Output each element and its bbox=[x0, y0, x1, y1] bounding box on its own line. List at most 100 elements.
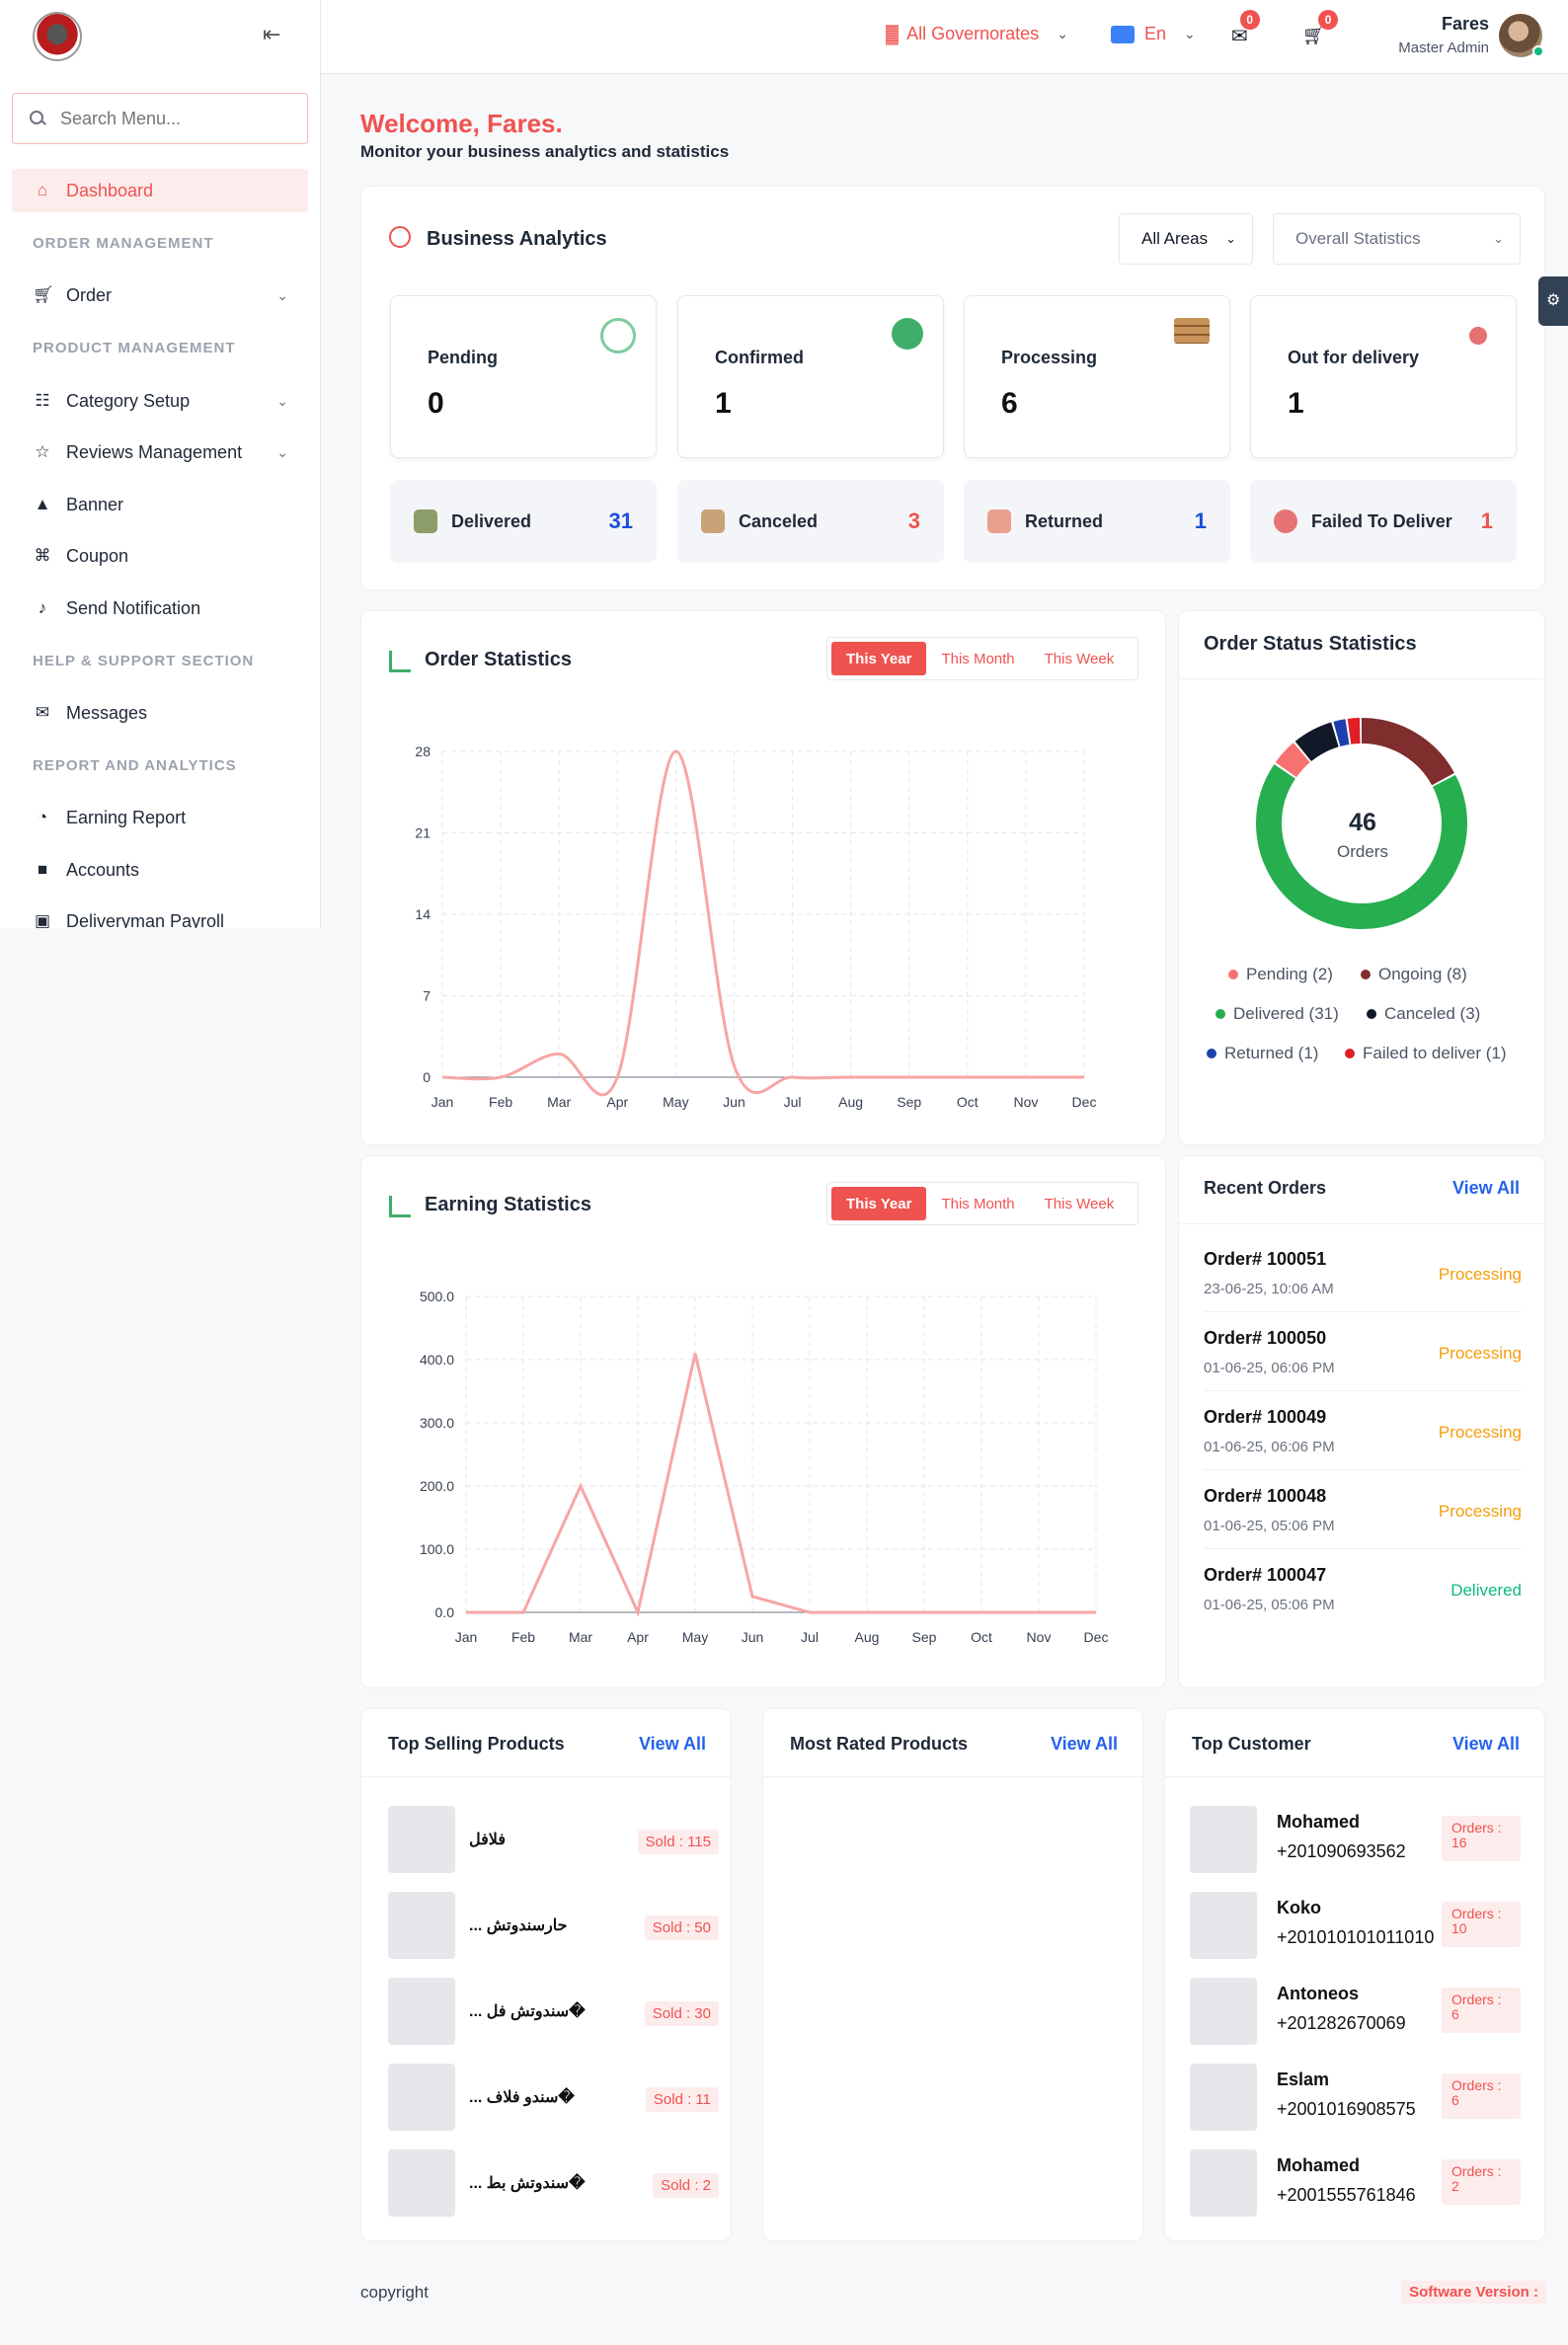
settings-toggle[interactable]: ⚙ bbox=[1538, 276, 1568, 326]
list-item[interactable]: حارسندوتش ... Sold : 50 bbox=[388, 1892, 719, 1959]
stat-processing[interactable]: Processing 6 bbox=[964, 295, 1230, 458]
most-rated-title: Most Rated Products bbox=[790, 1734, 969, 1754]
sidebar-item-send-notification[interactable]: ♪ Send Notification bbox=[12, 586, 308, 630]
y-tick-label: 21 bbox=[415, 825, 431, 841]
language-selector[interactable]: En ⌄ bbox=[1111, 24, 1196, 44]
stat-value: 1 bbox=[1288, 387, 1304, 420]
top-customer-view-all[interactable]: View All bbox=[1451, 1734, 1520, 1754]
image-icon: ▲ bbox=[34, 495, 51, 513]
user-avatar-icon bbox=[1190, 2150, 1257, 2217]
list-item[interactable]: Eslam +2001016908575 Orders : 6 bbox=[1190, 2064, 1521, 2131]
tab-this-week[interactable]: This Week bbox=[1044, 1195, 1115, 1212]
orders-badge: Orders : 6 bbox=[1442, 2073, 1521, 2119]
check-circle-icon bbox=[892, 318, 923, 350]
tab-this-year[interactable]: This Year bbox=[831, 642, 927, 675]
sidebar-item-banner[interactable]: ▲ Banner bbox=[12, 483, 308, 526]
tab-this-year[interactable]: This Year bbox=[831, 1187, 927, 1220]
list-item[interactable]: �سندوتش فل ... Sold : 30 bbox=[388, 1978, 719, 2045]
collapse-sidebar-icon[interactable]: ⇤ bbox=[263, 22, 281, 46]
sidebar-item-coupon[interactable]: ⌘ Coupon bbox=[12, 534, 308, 578]
stat-pending[interactable]: Pending 0 bbox=[390, 295, 657, 458]
customer-phone: +201282670069 bbox=[1277, 2013, 1406, 2033]
order-status: Delivered bbox=[1450, 1581, 1522, 1600]
recent-orders-card: Recent Orders View All Order# 100051 23-0… bbox=[1178, 1155, 1545, 1688]
x-tick-label: Sep bbox=[912, 1629, 937, 1645]
tab-this-month[interactable]: This Month bbox=[941, 650, 1015, 667]
x-tick-label: Feb bbox=[489, 1094, 512, 1110]
sidebar-item-accounts[interactable]: ■ Accounts bbox=[12, 848, 308, 892]
sidebar-item-label: Reviews Management bbox=[66, 441, 243, 462]
tab-this-month[interactable]: This Month bbox=[941, 1195, 1015, 1212]
search-input[interactable] bbox=[60, 108, 287, 129]
legend-ongoing: Ongoing (8) bbox=[1361, 965, 1467, 984]
translate-icon bbox=[1111, 25, 1135, 43]
statistics-select[interactable]: Overall Statistics ⌄ bbox=[1273, 213, 1521, 265]
list-item[interactable]: Mohamed +2001555761846 Orders : 2 bbox=[1190, 2150, 1521, 2217]
donut-total-label: Orders bbox=[1337, 842, 1388, 861]
mini-value: 1 bbox=[1480, 508, 1493, 533]
messages-button[interactable]: ✉ 0 bbox=[1231, 10, 1260, 48]
table-row[interactable]: Order# 100049 01-06-25, 06:06 PM Processin… bbox=[1204, 1401, 1522, 1470]
recent-orders-view-all[interactable]: View All bbox=[1451, 1178, 1520, 1198]
product-name: فلافل bbox=[469, 1832, 506, 1848]
software-version: Software Version : bbox=[1401, 2281, 1546, 2304]
table-row[interactable]: Order# 100050 01-06-25, 06:06 PM Processin… bbox=[1204, 1322, 1522, 1391]
table-row[interactable]: Order# 100048 01-06-25, 05:06 PM Processin… bbox=[1204, 1480, 1522, 1549]
legend-returned: Returned (1) bbox=[1207, 1044, 1318, 1063]
mini-returned[interactable]: Returned 1 bbox=[964, 480, 1230, 563]
sidebar-item-label: Accounts bbox=[66, 859, 140, 880]
search-menu[interactable] bbox=[12, 93, 308, 144]
user-avatar-icon bbox=[1190, 1978, 1257, 2045]
area-select[interactable]: All Areas ⌄ bbox=[1119, 213, 1253, 265]
brand-logo[interactable] bbox=[33, 12, 82, 61]
order-id: Order# 100050 bbox=[1204, 1328, 1327, 1348]
donut-slice[interactable] bbox=[1256, 718, 1467, 929]
cart-button[interactable]: 🛒︎ 0 bbox=[1302, 10, 1339, 47]
y-tick-label: 200.0 bbox=[420, 1478, 454, 1494]
sidebar-item-reviews-management[interactable]: ☆ Reviews Management ⌄ bbox=[12, 430, 308, 474]
product-thumbnail bbox=[388, 1892, 455, 1959]
x-tick-label: Jan bbox=[431, 1094, 454, 1110]
mini-value: 3 bbox=[907, 508, 920, 533]
sidebar-item-category-setup[interactable]: ☷ Category Setup ⌄ bbox=[12, 379, 308, 423]
sidebar-item-deliveryman-payroll[interactable]: ▣ Deliveryman Payroll bbox=[12, 899, 308, 929]
y-tick-label: 0 bbox=[423, 1069, 431, 1085]
stat-out-for-delivery[interactable]: Out for delivery 1 bbox=[1250, 295, 1517, 458]
order-id: Order# 100048 bbox=[1204, 1486, 1327, 1506]
top-selling-view-all[interactable]: View All bbox=[638, 1734, 706, 1754]
governorate-selector[interactable]: ▓ All Governorates ⌄ bbox=[886, 24, 1068, 44]
mini-failed-to-deliver[interactable]: Failed To Deliver 1 bbox=[1250, 480, 1517, 563]
tab-this-week[interactable]: This Week bbox=[1044, 650, 1115, 667]
list-item[interactable]: فلافل Sold : 115 bbox=[388, 1806, 719, 1873]
list-item[interactable]: Antoneos +201282670069 Orders : 6 bbox=[1190, 1978, 1521, 2045]
list-item[interactable]: Koko +201010101011010 Orders : 10 bbox=[1190, 1892, 1521, 1959]
sidebar-item-dashboard[interactable]: ⌂ Dashboard bbox=[12, 169, 308, 212]
table-row[interactable]: Order# 100047 01-06-25, 05:06 PM Delivered bbox=[1204, 1559, 1522, 1628]
sidebar-item-earning-report[interactable]: ◔ Earning Report bbox=[12, 796, 308, 839]
mini-canceled[interactable]: Canceled 3 bbox=[677, 480, 944, 563]
stat-value: 0 bbox=[428, 387, 444, 420]
list-item[interactable]: �سندو فلاف ... Sold : 11 bbox=[388, 2064, 719, 2131]
list-item[interactable]: �سندوتش بط ... Sold : 2 bbox=[388, 2150, 719, 2217]
mini-delivered[interactable]: Delivered 31 bbox=[390, 480, 657, 563]
x-tick-label: May bbox=[682, 1629, 708, 1645]
order-date: 23-06-25, 10:06 AM bbox=[1204, 1281, 1334, 1297]
product-thumbnail bbox=[388, 1806, 455, 1873]
most-rated-view-all[interactable]: View All bbox=[1050, 1734, 1118, 1754]
x-tick-label: Jul bbox=[801, 1629, 819, 1645]
table-row[interactable]: Order# 100051 23-06-25, 10:06 AM Processin… bbox=[1204, 1243, 1522, 1312]
stat-confirmed[interactable]: Confirmed 1 bbox=[677, 295, 944, 458]
customer-name: Antoneos bbox=[1277, 1984, 1359, 2003]
sidebar-item-label: Banner bbox=[66, 494, 124, 514]
sidebar-item-order[interactable]: 🛒︎ Order ⌄ bbox=[12, 274, 308, 317]
order-id: Order# 100049 bbox=[1204, 1407, 1327, 1427]
list-item[interactable]: Mohamed +201090693562 Orders : 16 bbox=[1190, 1806, 1521, 1873]
mini-value: 1 bbox=[1194, 508, 1207, 533]
x-tick-label: Feb bbox=[511, 1629, 535, 1645]
divider bbox=[763, 1776, 1142, 1777]
order-id: Order# 100051 bbox=[1204, 1249, 1327, 1269]
sidebar-item-messages[interactable]: ✉ Messages bbox=[12, 691, 308, 735]
donut-slice[interactable] bbox=[1256, 718, 1467, 929]
user-name[interactable]: Fares bbox=[1441, 14, 1489, 34]
